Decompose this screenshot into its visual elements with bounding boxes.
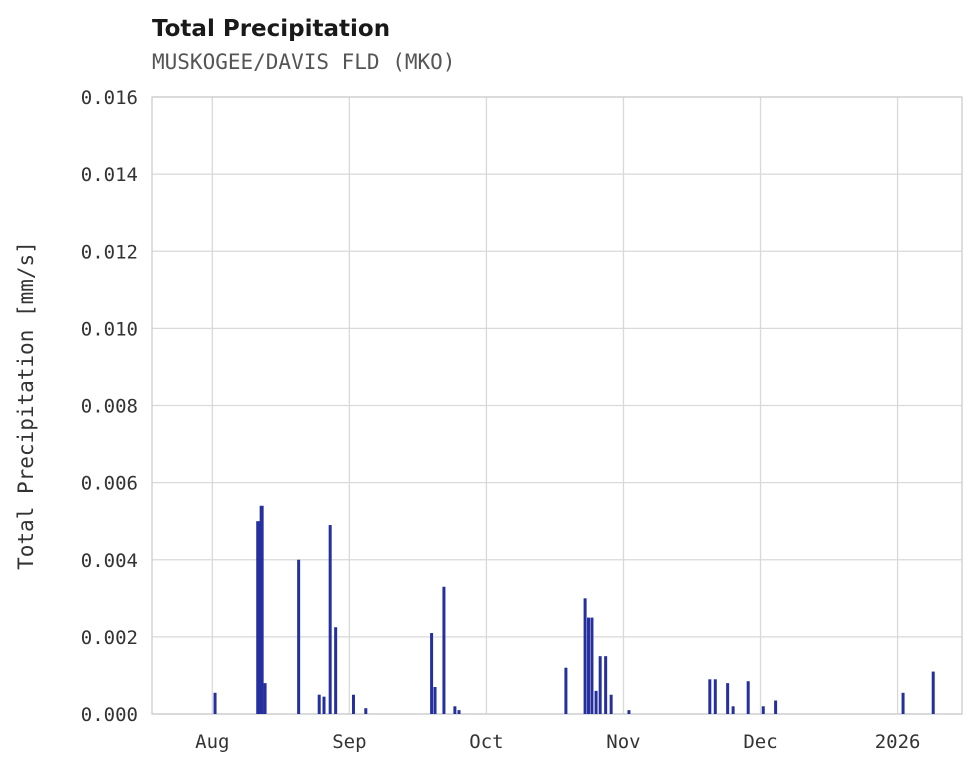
x-tick-label: Sep <box>332 731 366 753</box>
precip-bar <box>442 586 446 714</box>
chart-subtitle: MUSKOGEE/DAVIS FLD (MKO) <box>152 50 456 74</box>
precip-bar <box>457 710 461 714</box>
precip-bar <box>901 692 905 714</box>
precip-bar <box>317 694 321 714</box>
y-tick-label: 0.016 <box>81 87 138 109</box>
precip-bar <box>604 656 608 714</box>
chart-title: Total Precipitation <box>152 16 391 42</box>
precip-bar <box>263 683 267 714</box>
precip-bar <box>594 690 598 714</box>
precip-bar <box>433 687 437 714</box>
precip-bar <box>598 656 602 714</box>
precip-bar <box>256 521 261 714</box>
precip-bar <box>931 671 935 714</box>
precip-bar <box>708 679 712 714</box>
precip-bar <box>761 706 765 714</box>
precip-bar <box>587 617 591 714</box>
precip-bar <box>334 627 338 714</box>
precip-bar <box>713 679 717 714</box>
precip-bar <box>609 694 613 714</box>
x-tick-label: Oct <box>469 731 503 753</box>
precip-bar <box>351 694 355 714</box>
y-tick-label: 0.014 <box>81 164 138 186</box>
precip-bar <box>627 710 631 714</box>
precip-bar <box>731 706 735 714</box>
precip-bar <box>564 667 568 714</box>
precip-bar <box>213 692 217 714</box>
precip-bar <box>726 683 730 714</box>
y-tick-label: 0.006 <box>81 473 138 495</box>
precip-bar <box>297 559 301 714</box>
precip-bar <box>583 598 587 714</box>
precip-bar <box>774 700 778 714</box>
precip-bar <box>364 708 368 714</box>
x-tick-label: Dec <box>743 731 777 753</box>
plot-border <box>151 96 963 715</box>
precip-bar <box>430 633 434 714</box>
y-tick-label: 0.008 <box>81 396 138 418</box>
precip-bar <box>590 617 594 714</box>
y-tick-label: 0.012 <box>81 241 138 263</box>
x-tick-label: Nov <box>606 731 640 753</box>
y-tick-label: 0.010 <box>81 318 138 340</box>
y-tick-label: 0.004 <box>81 550 138 572</box>
x-tick-label: Aug <box>195 731 229 753</box>
y-tick-label: 0.000 <box>81 704 138 726</box>
precip-bar <box>453 706 457 714</box>
precip-bar <box>328 525 332 714</box>
x-tick-label: 2026 <box>875 731 921 753</box>
y-tick-label: 0.002 <box>81 627 138 649</box>
precip-bar <box>259 505 264 714</box>
precip-bar <box>322 696 326 714</box>
precip-bar <box>746 681 750 714</box>
